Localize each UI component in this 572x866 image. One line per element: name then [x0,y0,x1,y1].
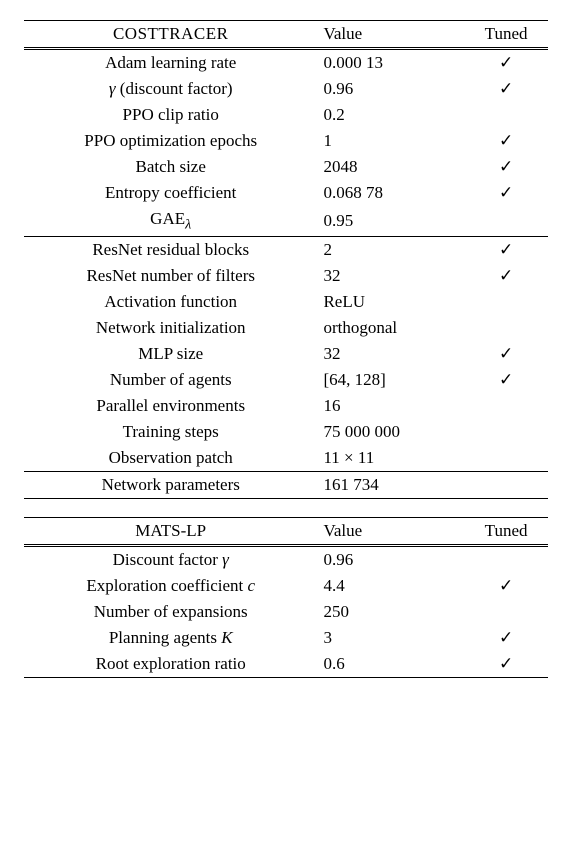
header-name: MATS-LP [24,518,317,546]
value-cell: 0.068 78 [317,180,464,206]
param-cell: Root exploration ratio [24,651,317,678]
value-cell: 0.6 [317,651,464,678]
value-cell: 3 [317,625,464,651]
param-cell: GAEλ [24,206,317,237]
table-row: Network parameters161 734 [24,472,548,499]
param-cell: γ (discount factor) [24,76,317,102]
value-cell: 16 [317,393,464,419]
tuned-cell [464,206,548,237]
tuned-cell: ✓ [464,49,548,77]
param-cell: PPO clip ratio [24,102,317,128]
value-cell: 75 000 000 [317,419,464,445]
tuned-cell: ✓ [464,128,548,154]
tuned-cell [464,599,548,625]
tuned-cell: ✓ [464,263,548,289]
tuned-cell: ✓ [464,573,548,599]
table-row: PPO clip ratio0.2 [24,102,548,128]
value-cell: 0.95 [317,206,464,237]
value-cell: 11 × 11 [317,445,464,472]
tuned-cell: ✓ [464,651,548,678]
table-row: Parallel environments16 [24,393,548,419]
table-row: MLP size32✓ [24,341,548,367]
value-cell: 0.2 [317,102,464,128]
param-cell: Number of expansions [24,599,317,625]
param-cell: Training steps [24,419,317,445]
value-cell: [64, 128] [317,367,464,393]
param-cell: Network initialization [24,315,317,341]
param-cell: Adam learning rate [24,49,317,77]
tuned-cell: ✓ [464,76,548,102]
param-cell: Observation patch [24,445,317,472]
table-row: Exploration coefficient c4.4✓ [24,573,548,599]
tuned-cell: ✓ [464,154,548,180]
tuned-cell [464,102,548,128]
param-cell: PPO optimization epochs [24,128,317,154]
table-row: Training steps75 000 000 [24,419,548,445]
hyperparameters-table-2: MATS-LP Value Tuned Discount factor γ0.9… [24,517,548,678]
table-row: Number of agents[64, 128]✓ [24,367,548,393]
value-cell: 1 [317,128,464,154]
header-tuned: Tuned [464,518,548,546]
table-row: Activation functionReLU [24,289,548,315]
table-row: Batch size2048✓ [24,154,548,180]
table-row: Network initializationorthogonal [24,315,548,341]
param-cell: Entropy coefficient [24,180,317,206]
param-cell: MLP size [24,341,317,367]
tuned-cell: ✓ [464,625,548,651]
table-row: Discount factor γ0.96 [24,546,548,574]
tuned-cell: ✓ [464,341,548,367]
value-cell: ReLU [317,289,464,315]
value-cell: 0.96 [317,76,464,102]
tuned-cell [464,472,548,499]
table-row: PPO optimization epochs1✓ [24,128,548,154]
param-cell: Planning agents K [24,625,317,651]
tuned-cell: ✓ [464,237,548,264]
tuned-cell [464,445,548,472]
value-cell: 0.96 [317,546,464,574]
header-tuned: Tuned [464,21,548,49]
param-cell: ResNet number of filters [24,263,317,289]
param-cell: Exploration coefficient c [24,573,317,599]
value-cell: 2 [317,237,464,264]
table-row: Observation patch11 × 11 [24,445,548,472]
param-cell: Discount factor γ [24,546,317,574]
table-row: Adam learning rate0.000 13✓ [24,49,548,77]
header-name: COSTTRACER [24,21,317,49]
tuned-cell: ✓ [464,367,548,393]
tuned-cell: ✓ [464,180,548,206]
tuned-cell [464,289,548,315]
param-cell: Network parameters [24,472,317,499]
hyperparameters-table-1: COSTTRACER Value Tuned Adam learning rat… [24,20,548,499]
table-row: GAEλ0.95 [24,206,548,237]
tuned-cell [464,393,548,419]
value-cell: 161 734 [317,472,464,499]
header-value: Value [317,21,464,49]
table-row: γ (discount factor)0.96✓ [24,76,548,102]
value-cell: 2048 [317,154,464,180]
table-row: Number of expansions250 [24,599,548,625]
value-cell: 0.000 13 [317,49,464,77]
tuned-cell [464,546,548,574]
header-value: Value [317,518,464,546]
param-cell: Number of agents [24,367,317,393]
tuned-cell [464,315,548,341]
tuned-cell [464,419,548,445]
value-cell: 32 [317,263,464,289]
table-row: ResNet number of filters32✓ [24,263,548,289]
table-row: ResNet residual blocks2✓ [24,237,548,264]
param-cell: Parallel environments [24,393,317,419]
value-cell: orthogonal [317,315,464,341]
table-row: Entropy coefficient0.068 78✓ [24,180,548,206]
param-cell: ResNet residual blocks [24,237,317,264]
table-row: Root exploration ratio0.6✓ [24,651,548,678]
value-cell: 250 [317,599,464,625]
value-cell: 4.4 [317,573,464,599]
table-row: Planning agents K3✓ [24,625,548,651]
param-cell: Activation function [24,289,317,315]
value-cell: 32 [317,341,464,367]
param-cell: Batch size [24,154,317,180]
